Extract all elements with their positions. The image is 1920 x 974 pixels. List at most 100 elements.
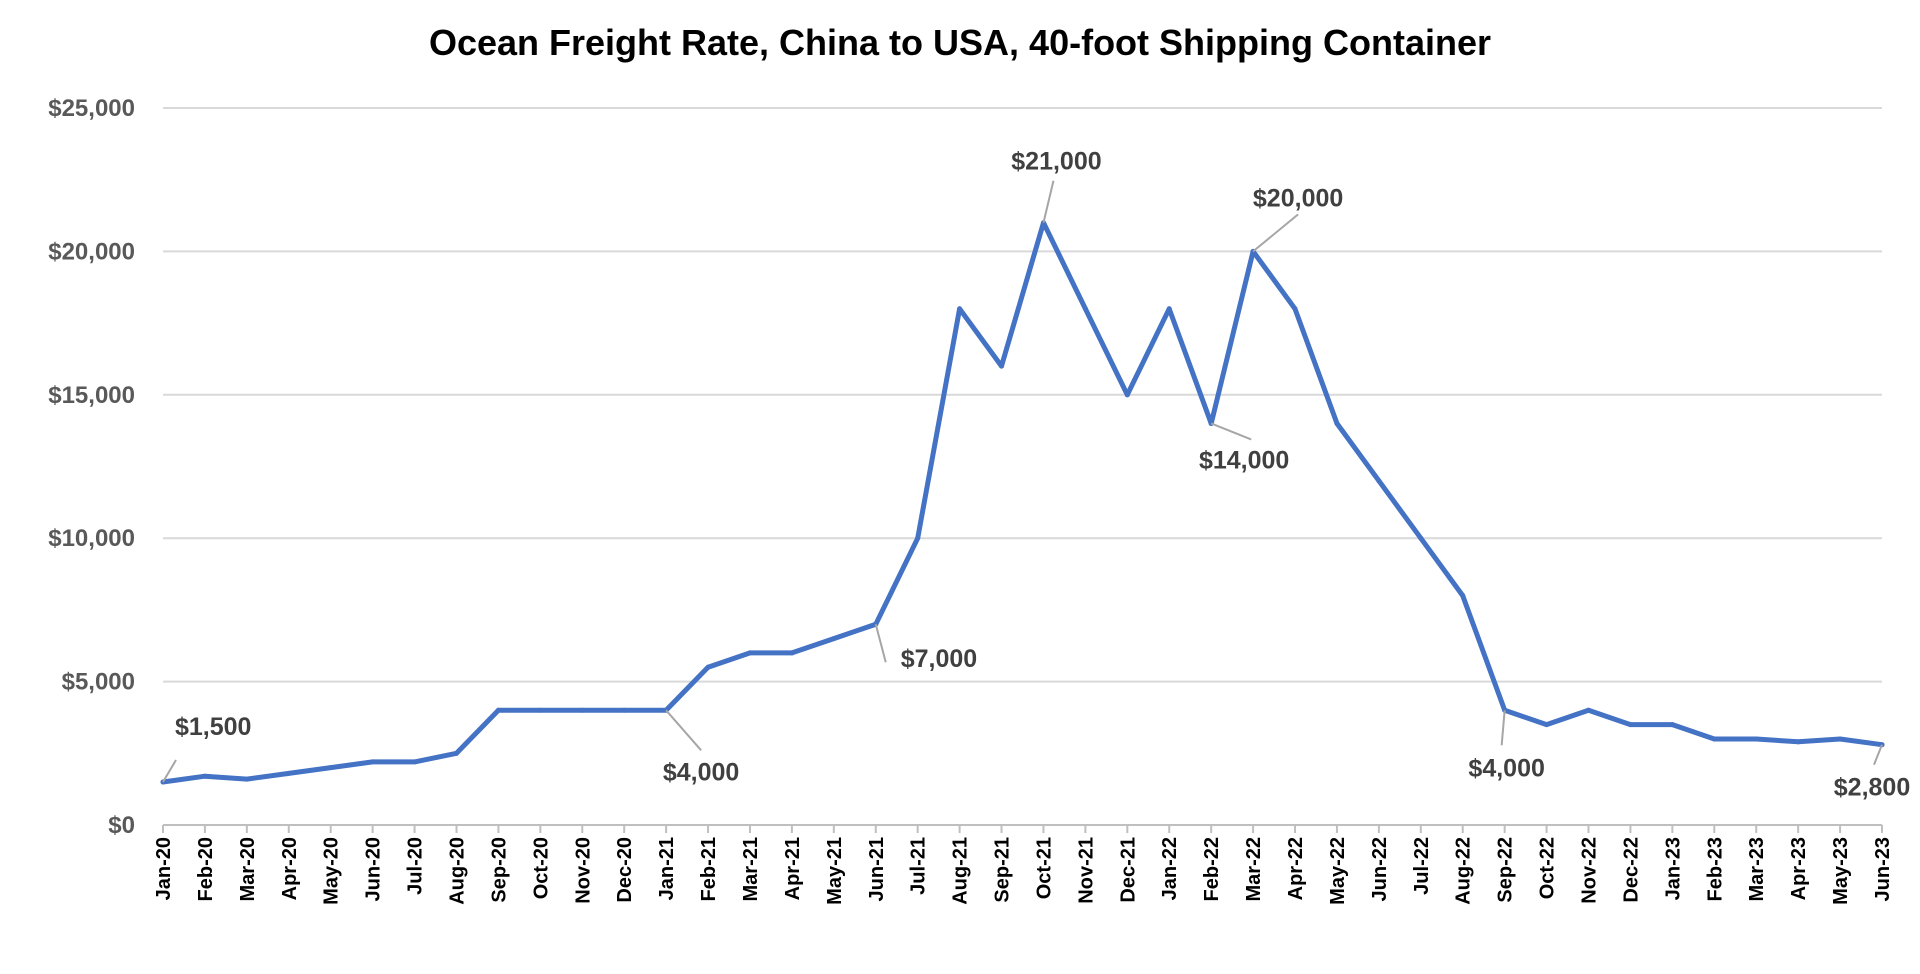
data-label-leader	[665, 709, 702, 751]
data-point	[244, 776, 250, 782]
x-tick-label: Jun-22	[1369, 837, 1391, 901]
data-label-leader	[1252, 213, 1299, 253]
y-tick-label: $20,000	[48, 238, 135, 265]
x-tick-label: Nov-20	[572, 837, 594, 904]
data-point	[1544, 722, 1550, 728]
data-label: $1,500	[175, 713, 251, 741]
x-tick-label: Aug-22	[1453, 837, 1475, 905]
y-tick-label: $0	[108, 812, 135, 839]
y-tick-label: $10,000	[48, 525, 135, 552]
data-point	[831, 636, 837, 642]
data-label-leader	[1873, 744, 1883, 766]
data-label-leader	[874, 623, 887, 663]
data-point	[286, 770, 292, 776]
x-tick-label: Aug-21	[950, 837, 972, 905]
x-tick-label: Feb-21	[698, 837, 720, 901]
data-point	[202, 773, 208, 779]
data-point	[1334, 420, 1340, 426]
x-tick-label: Feb-23	[1704, 837, 1726, 901]
data-point	[1795, 739, 1801, 745]
y-tick-label: $25,000	[48, 95, 135, 122]
data-label-leader	[1500, 710, 1506, 746]
x-tick-label: Oct-22	[1537, 837, 1559, 899]
data-point	[1082, 306, 1088, 312]
data-point	[1837, 736, 1843, 742]
x-tick-label: Jul-20	[405, 837, 427, 895]
x-tick-label: Mar-23	[1746, 837, 1768, 901]
data-point	[1753, 736, 1759, 742]
data-point	[621, 707, 627, 713]
x-tick-label: Jun-21	[866, 837, 888, 901]
x-tick-label: Oct-21	[1033, 837, 1055, 899]
data-point	[999, 363, 1005, 369]
data-point	[1711, 736, 1717, 742]
data-label-leader	[1042, 180, 1055, 223]
x-tick-label: Apr-23	[1788, 837, 1810, 900]
x-tick-label: Jan-21	[656, 837, 678, 900]
data-point	[495, 707, 501, 713]
data-label: $2,800	[1834, 774, 1910, 802]
data-point	[705, 664, 711, 670]
data-label: $4,000	[663, 758, 739, 786]
data-point	[453, 750, 459, 756]
series-line	[160, 220, 1885, 785]
data-point	[370, 759, 376, 765]
x-tick-label: Jan-23	[1662, 837, 1684, 900]
data-point	[328, 765, 334, 771]
x-tick-label: May-20	[321, 837, 343, 905]
x-tick-label: Nov-22	[1579, 837, 1601, 904]
data-point	[1669, 722, 1675, 728]
x-tick-label: Dec-22	[1620, 837, 1642, 903]
x-tick-label: Sep-20	[488, 837, 510, 903]
x-tick-label: Sep-21	[992, 837, 1014, 903]
x-tick-label: Mar-20	[237, 837, 259, 901]
data-point	[1627, 722, 1633, 728]
data-label: $7,000	[901, 645, 977, 673]
data-label: $20,000	[1253, 184, 1343, 212]
data-point	[579, 707, 585, 713]
data-point	[1292, 306, 1298, 312]
data-point	[1460, 593, 1466, 599]
data-point	[1166, 306, 1172, 312]
data-point	[1586, 707, 1592, 713]
x-tick-label: Jul-21	[908, 837, 930, 895]
x-tick-label: Jun-20	[363, 837, 385, 901]
data-point	[747, 650, 753, 656]
x-tick-label: Dec-20	[614, 837, 636, 903]
x-tick-label: Apr-21	[782, 837, 804, 900]
x-tick-label: Jan-22	[1159, 837, 1181, 900]
x-tick-label: May-23	[1830, 837, 1852, 905]
x-tick-label: May-21	[824, 837, 846, 905]
x-tick-label: Feb-22	[1201, 837, 1223, 901]
data-point	[537, 707, 543, 713]
y-tick-label: $5,000	[62, 669, 135, 696]
data-label: $14,000	[1199, 446, 1289, 474]
x-tick-label: Aug-20	[446, 837, 468, 905]
x-tick-label: Nov-21	[1075, 837, 1097, 904]
data-label: $4,000	[1468, 754, 1544, 782]
data-point	[789, 650, 795, 656]
data-label-leader	[1210, 422, 1252, 441]
data-point	[1376, 478, 1382, 484]
data-label-leader	[162, 759, 177, 783]
data-point	[1124, 392, 1130, 398]
data-point	[1418, 535, 1424, 541]
x-tick-label: Apr-20	[279, 837, 301, 900]
x-tick-label: Jan-20	[153, 837, 175, 900]
x-tick-label: Mar-21	[740, 837, 762, 901]
chart-title: Ocean Freight Rate, China to USA, 40-foo…	[428, 22, 1492, 63]
x-tick-label: Apr-22	[1285, 837, 1307, 900]
x-tick-label: Sep-22	[1495, 837, 1517, 903]
x-tick-label: May-22	[1327, 837, 1349, 905]
x-tick-label: Oct-20	[530, 837, 552, 899]
data-point	[412, 759, 418, 765]
data-label: $21,000	[1011, 148, 1101, 176]
y-tick-label: $15,000	[48, 382, 135, 409]
data-point	[915, 535, 921, 541]
x-tick-label: Jun-23	[1872, 837, 1894, 901]
x-tick-label: Mar-22	[1243, 837, 1265, 901]
data-point	[957, 306, 963, 312]
x-tick-label: Dec-21	[1117, 837, 1139, 903]
